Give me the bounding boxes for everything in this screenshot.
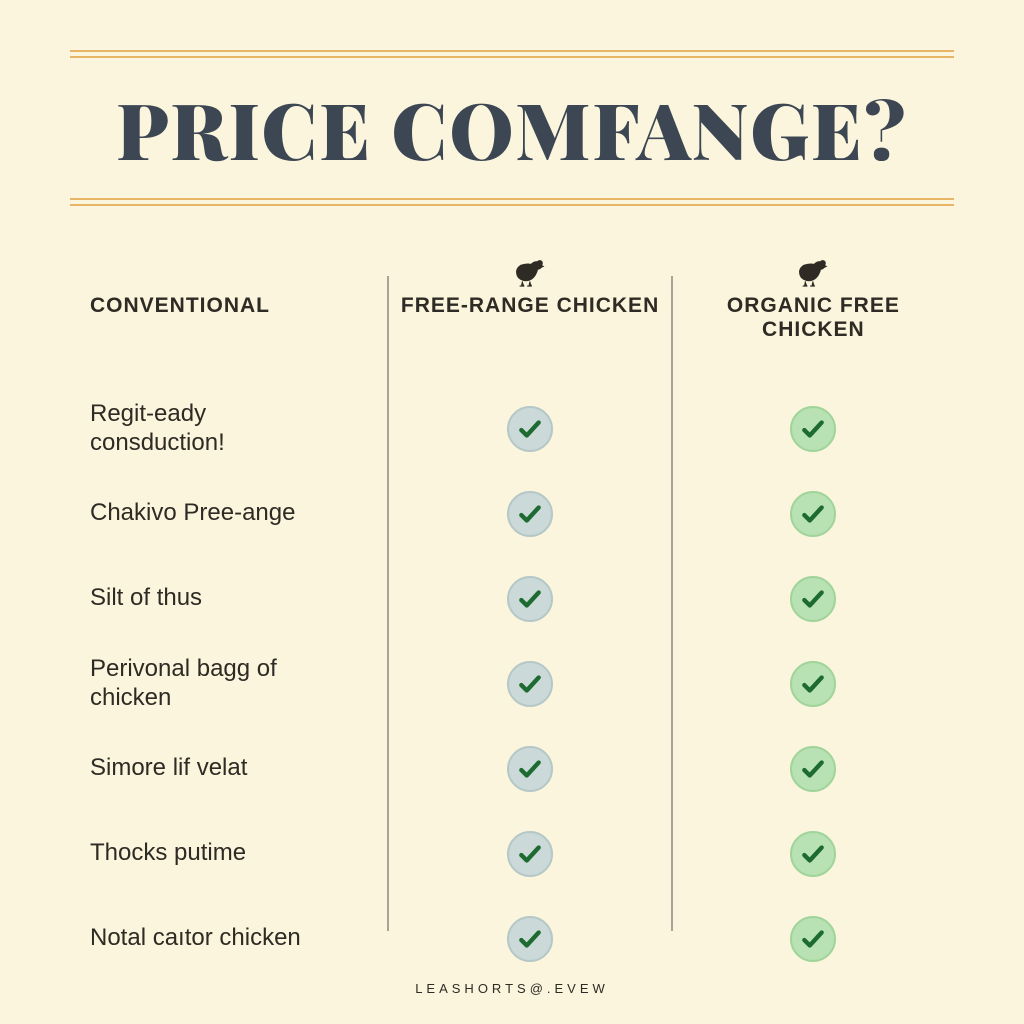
column-title-organic: ORGANIC FREE CHICKEN (683, 294, 944, 342)
title-section: PRICE COMFANGE? (70, 50, 954, 206)
label-rows: Regit-eady consduction! Chakivo Pree-ang… (90, 356, 377, 981)
check-badge-green (790, 746, 836, 792)
checkmark-icon (800, 756, 826, 782)
row-label-cell: Regit-eady consduction! (90, 386, 377, 471)
chicken-icon (511, 256, 549, 288)
check-badge-green (790, 491, 836, 537)
row-label: Silt of thus (90, 584, 202, 613)
check-badge-blue (507, 661, 553, 707)
check-cell (399, 386, 660, 471)
check-cell (683, 726, 944, 811)
checkmark-icon (517, 416, 543, 442)
column-header-conventional: CONVENTIONAL (90, 256, 270, 356)
checkmark-icon (800, 586, 826, 612)
check-badge-green (790, 916, 836, 962)
row-label-cell: Thocks putime (90, 811, 377, 896)
column-header-free-range: FREE-RANGE CHICKEN (401, 256, 659, 356)
check-badge-blue (507, 576, 553, 622)
check-cell (399, 896, 660, 981)
row-label: Simore lif velat (90, 754, 247, 783)
column-header-organic: ORGANIC FREE CHICKEN (683, 256, 944, 356)
column-labels: CONVENTIONAL Regit-eady consduction! Cha… (70, 256, 387, 981)
check-badge-blue (507, 831, 553, 877)
row-label-cell: Silt of thus (90, 556, 377, 641)
free-range-rows (399, 356, 660, 981)
check-cell (683, 896, 944, 981)
row-label: Perivonal bagg of chicken (90, 655, 320, 713)
column-title-free-range: FREE-RANGE CHICKEN (401, 294, 659, 318)
row-label-cell: Chakivo Pree-ange (90, 471, 377, 556)
checkmark-icon (517, 671, 543, 697)
check-cell (399, 556, 660, 641)
comparison-table: CONVENTIONAL Regit-eady consduction! Cha… (70, 246, 954, 981)
check-cell (399, 726, 660, 811)
check-badge-blue (507, 406, 553, 452)
checkmark-icon (517, 586, 543, 612)
bottom-rule (70, 198, 954, 206)
checkmark-icon (800, 416, 826, 442)
check-cell (683, 471, 944, 556)
checkmark-icon (517, 841, 543, 867)
infographic-container: PRICE COMFANGE? CONVENTIONAL Regit-eady … (0, 0, 1024, 1024)
column-free-range: FREE-RANGE CHICKEN (389, 256, 670, 981)
column-title-conventional: CONVENTIONAL (90, 294, 270, 318)
top-rule (70, 50, 954, 58)
check-badge-blue (507, 746, 553, 792)
row-label: Thocks putime (90, 839, 246, 868)
checkmark-icon (517, 756, 543, 782)
row-label-cell: Notal caıtor chicken (90, 896, 377, 981)
check-cell (683, 811, 944, 896)
check-cell (683, 556, 944, 641)
checkmark-icon (800, 841, 826, 867)
check-cell (399, 471, 660, 556)
check-cell (399, 641, 660, 726)
check-badge-green (790, 576, 836, 622)
chicken-icon (794, 256, 832, 288)
row-label: Chakivo Pree-ange (90, 499, 295, 528)
column-organic: ORGANIC FREE CHICKEN (673, 256, 954, 981)
checkmark-icon (517, 501, 543, 527)
organic-rows (683, 356, 944, 981)
check-badge-green (790, 831, 836, 877)
checkmark-icon (800, 671, 826, 697)
check-badge-blue (507, 916, 553, 962)
check-badge-green (790, 661, 836, 707)
checkmark-icon (517, 926, 543, 952)
checkmark-icon (800, 501, 826, 527)
check-badge-blue (507, 491, 553, 537)
page-title: PRICE COMFANGE? (70, 58, 954, 198)
row-label-cell: Perivonal bagg of chicken (90, 641, 377, 726)
check-cell (683, 386, 944, 471)
row-label: Notal caıtor chicken (90, 924, 301, 953)
check-cell (683, 641, 944, 726)
footer-credit: LEASHORTS@.EVEW (70, 981, 954, 1001)
check-badge-green (790, 406, 836, 452)
check-cell (399, 811, 660, 896)
checkmark-icon (800, 926, 826, 952)
row-label-cell: Simore lif velat (90, 726, 377, 811)
row-label: Regit-eady consduction! (90, 400, 320, 458)
